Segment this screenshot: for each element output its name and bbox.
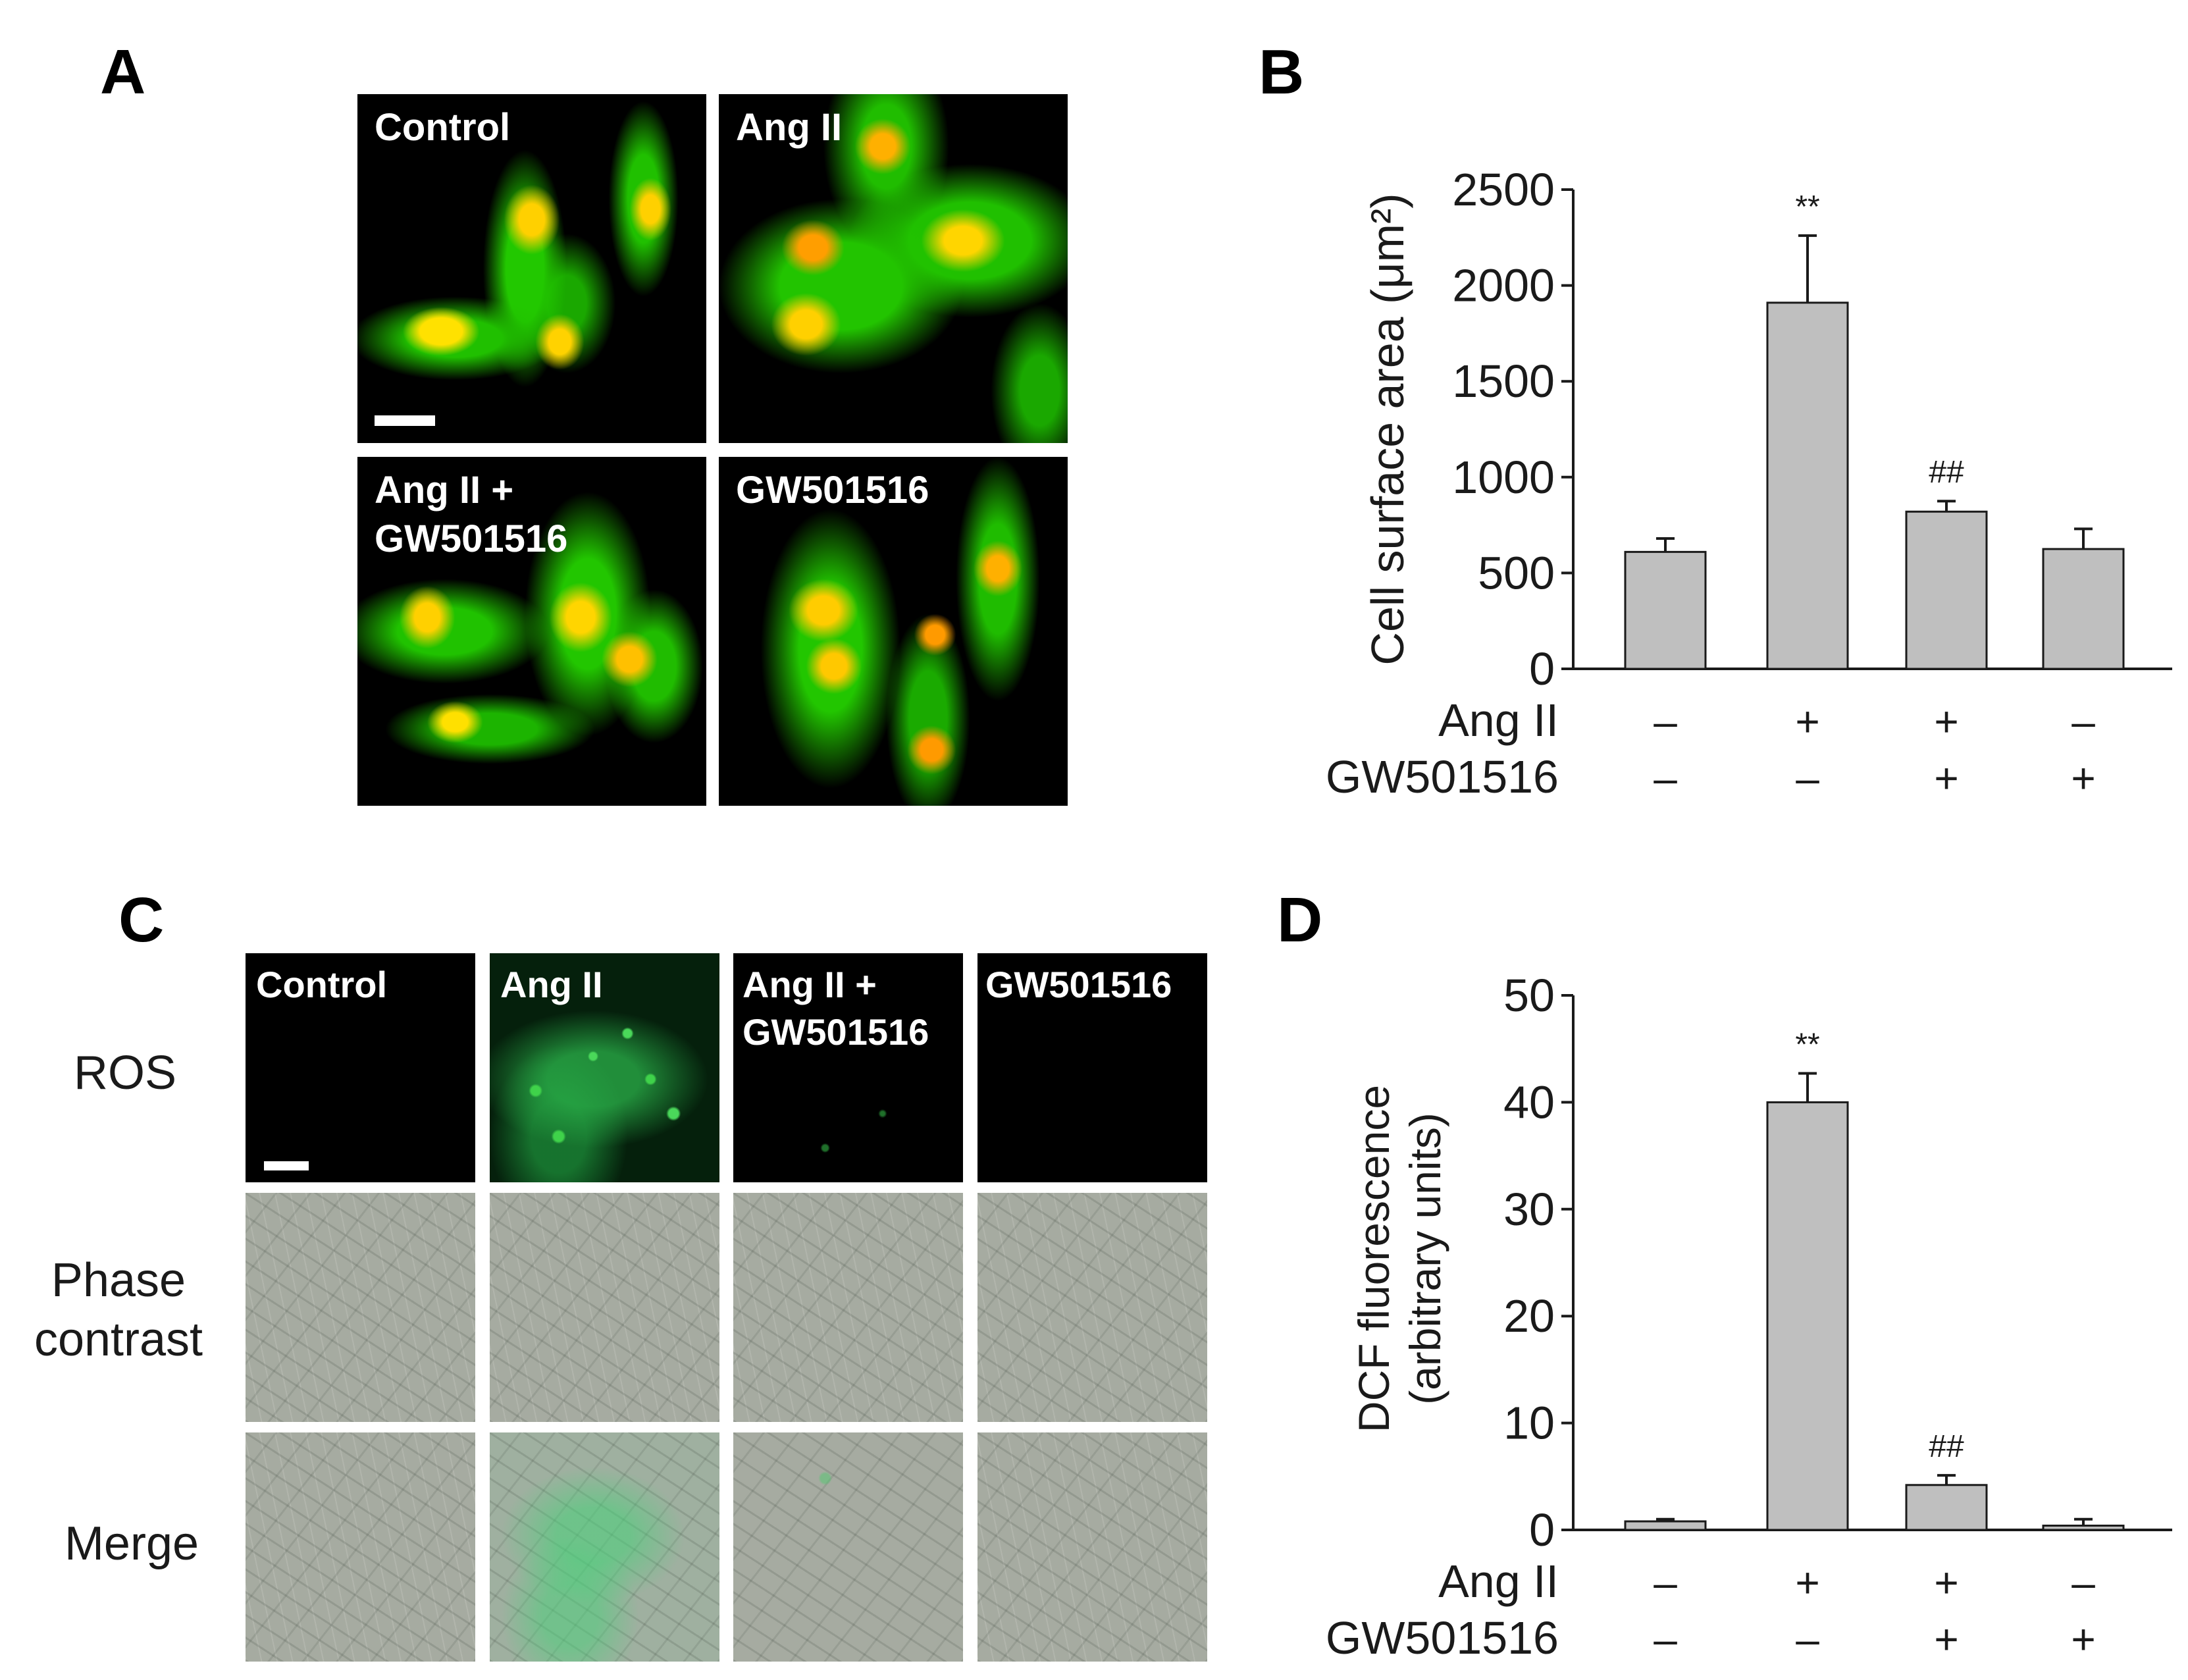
scale-bar	[264, 1161, 309, 1170]
treatment-sign: +	[1795, 698, 1819, 745]
micrograph-label: Ang II	[736, 106, 843, 149]
bars: ** ##	[1624, 1028, 2125, 1531]
treatment-sign: –	[1654, 1559, 1677, 1606]
row-label-phase-contrast: Phase contrast	[34, 1254, 203, 1366]
ros-image-ang-ii-gw501516: Ang II + GW501516	[733, 953, 963, 1182]
column-label: Control	[256, 964, 388, 1005]
y-tick-label: 20	[1503, 1290, 1555, 1342]
treatment-sign: –	[1654, 698, 1677, 745]
bar	[1624, 1520, 1707, 1531]
y-tick-label: 1500	[1452, 355, 1555, 407]
panel-d-chart: 0 10 20 30 40 50 ** ## DCF fluorescence (arbitr…	[1326, 970, 2172, 1664]
significance-mark: ##	[1929, 455, 1964, 490]
panel-letter-a: A	[100, 37, 146, 107]
scale-bar	[375, 415, 435, 426]
y-ticks: 0 500 1000 1500 2000 2500	[1452, 164, 1573, 695]
micrograph-label: Control	[375, 106, 511, 149]
micrograph-ang-ii: Ang II	[719, 94, 1068, 443]
treatment-sign: –	[1654, 1615, 1677, 1663]
treatment-sign: –	[2071, 1559, 2095, 1606]
micrograph-ang-ii-gw501516: Ang II + GW501516	[357, 457, 706, 806]
y-tick-label: 0	[1529, 1504, 1555, 1556]
y-tick-label: 10	[1503, 1398, 1555, 1449]
micrograph-label: GW501516	[736, 469, 929, 512]
treatment-sign: –	[1796, 754, 1819, 802]
y-tick-label: 2500	[1452, 164, 1555, 215]
column-label: Ang II + GW501516	[742, 964, 929, 1053]
y-tick-label: 500	[1478, 547, 1555, 598]
merge-image-control	[246, 1432, 475, 1662]
treatment-sign: +	[1934, 754, 1958, 802]
micrograph-control: Control	[357, 94, 706, 443]
y-tick-label: 0	[1529, 643, 1555, 695]
micrograph-gw501516: GW501516	[719, 457, 1068, 806]
row-label-ros: ROS	[73, 1047, 177, 1099]
ros-image-control: Control	[246, 953, 475, 1182]
merge-image-ang-ii	[490, 1432, 719, 1662]
micrograph-label: Ang II + GW501516	[375, 469, 568, 561]
treatment-row-label: Ang II	[1438, 695, 1559, 746]
treatment-table: Ang II – + + – GW501516 – – + +	[1326, 695, 2096, 802]
phase-image-control	[246, 1193, 475, 1422]
column-label: GW501516	[985, 964, 1172, 1005]
significance-mark: **	[1795, 1028, 1819, 1063]
y-axis: 0 500 1000 1500 2000 2500	[1452, 164, 1575, 695]
y-axis-label-line: (arbitrary units)	[1401, 1113, 1449, 1405]
y-tick-label: 1000	[1452, 452, 1555, 503]
bar	[1905, 510, 1988, 670]
y-tick-label: 30	[1503, 1184, 1555, 1235]
y-axis: 0 10 20 30 40 50	[1503, 970, 1575, 1556]
treatment-sign: –	[2071, 698, 2095, 745]
treatment-row-label: GW501516	[1326, 1612, 1559, 1664]
bar	[2042, 548, 2125, 670]
y-ticks: 0 10 20 30 40 50	[1503, 970, 1573, 1556]
bar	[2042, 1525, 2125, 1531]
bar	[1766, 302, 1849, 670]
ros-image-gw501516: GW501516	[977, 953, 1207, 1182]
panel-b-chart: 0 500 1000 1500 2000 2500 ** ## Cell surface a…	[1326, 164, 2172, 802]
y-axis-label: DCF fluorescence (arbitrary units)	[1349, 1085, 1449, 1432]
y-tick-label: 40	[1503, 1076, 1555, 1128]
bar	[1624, 550, 1707, 670]
merge-image-ang-ii-gw501516	[733, 1432, 963, 1662]
treatment-row-label: GW501516	[1326, 751, 1559, 802]
y-tick-label: 2000	[1452, 260, 1555, 311]
treatment-sign: +	[1934, 1615, 1958, 1663]
panel-letter-d: D	[1277, 885, 1323, 955]
column-label: Ang II	[500, 964, 603, 1005]
treatment-sign: –	[1796, 1615, 1819, 1663]
treatment-sign: +	[1934, 1559, 1958, 1606]
phase-image-gw501516	[977, 1193, 1207, 1422]
phase-image-ang-ii-gw501516	[733, 1193, 963, 1422]
phase-image-ang-ii	[490, 1193, 719, 1422]
significance-mark: ##	[1929, 1429, 1964, 1464]
bar	[1905, 1484, 1988, 1531]
significance-mark: **	[1795, 190, 1819, 224]
panel-letter-c: C	[118, 885, 165, 955]
treatment-sign: +	[1934, 698, 1958, 745]
row-label-merge: Merge	[64, 1517, 199, 1570]
bars: ** ##	[1624, 190, 2125, 670]
treatment-table: Ang II – + + – GW501516 – – + +	[1326, 1556, 2096, 1664]
merge-image-gw501516	[977, 1432, 1207, 1662]
panel-letter-b: B	[1259, 37, 1305, 107]
treatment-sign: +	[2071, 754, 2095, 802]
y-axis-label-line: DCF fluorescence	[1349, 1085, 1398, 1432]
treatment-sign: +	[2071, 1615, 2095, 1663]
y-tick-label: 50	[1503, 970, 1555, 1021]
treatment-sign: –	[1654, 754, 1677, 802]
bar	[1766, 1101, 1849, 1531]
treatment-row-label: Ang II	[1438, 1556, 1559, 1607]
y-axis-label: Cell surface area (μm²)	[1362, 193, 1413, 665]
ros-image-ang-ii: Ang II	[490, 953, 719, 1182]
treatment-sign: +	[1795, 1559, 1819, 1606]
